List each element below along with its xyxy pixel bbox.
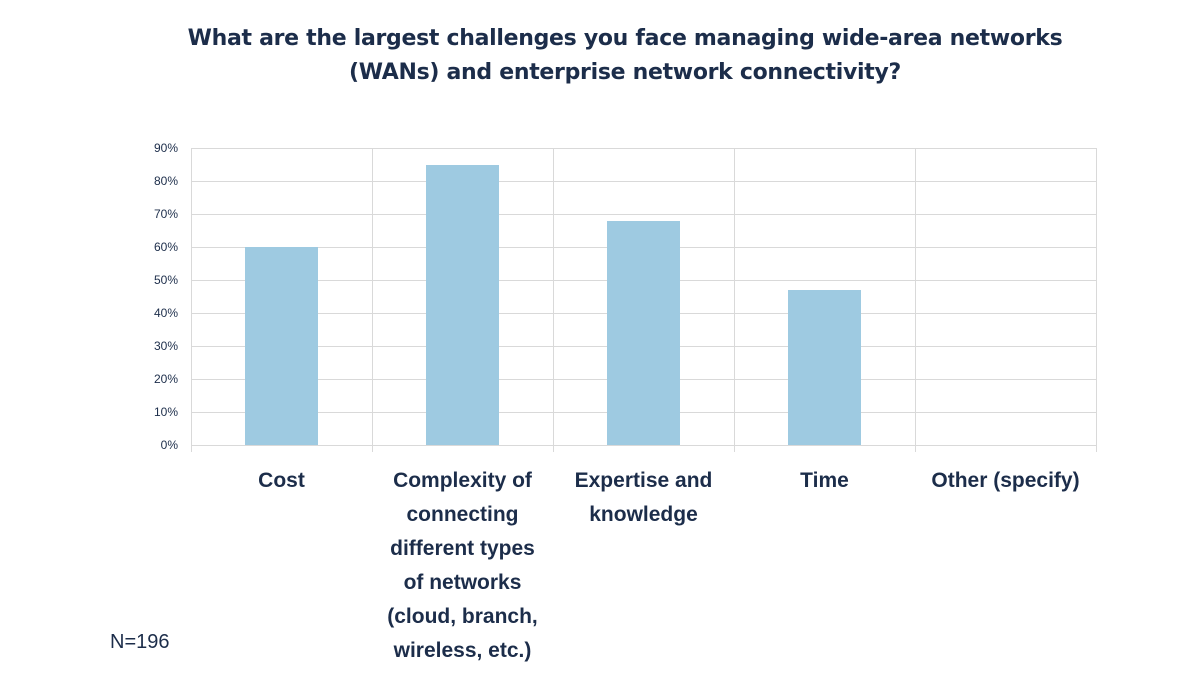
y-tick-label: 50% [153, 273, 178, 287]
x-category-label-line: Time [800, 469, 849, 492]
gridline [191, 445, 1096, 446]
x-category-label: Complexity of connecting different types of… [372, 464, 553, 668]
category-separator [372, 148, 373, 452]
chart-title-line-2: (WANs) and enterprise network connectivi… [349, 60, 901, 85]
category-separator [191, 148, 192, 452]
y-tick-label: 20% [153, 372, 178, 386]
sample-size-note: N=196 [110, 631, 170, 653]
y-tick-label: 0% [160, 438, 178, 452]
y-tick-label: 80% [153, 174, 178, 188]
plot-area [191, 148, 1097, 452]
bar [245, 247, 318, 445]
x-category-label-line: Complexity of [393, 469, 532, 492]
y-tick-label: 60% [153, 240, 178, 254]
x-category-label-line: different types [390, 537, 535, 560]
bar [426, 164, 499, 445]
y-tick-label: 90% [153, 141, 178, 155]
y-tick-label: 30% [153, 339, 178, 353]
y-tick-label: 10% [153, 405, 178, 419]
x-category-label-line: connecting [406, 503, 519, 526]
x-category-label-line: of networks [403, 571, 522, 594]
y-tick-label: 70% [153, 207, 178, 221]
category-separator [915, 148, 916, 452]
y-tick-label: 40% [153, 306, 178, 320]
bar [788, 289, 861, 445]
gridline [191, 148, 1096, 149]
chart-title: What are the largest challenges you face… [0, 22, 1200, 90]
x-category-label-line: Cost [258, 469, 305, 492]
gridline [191, 214, 1096, 215]
category-separator [1096, 148, 1097, 452]
x-category-label: Cost [191, 464, 372, 498]
category-separator [734, 148, 735, 452]
chart-title-line-1: What are the largest challenges you face… [187, 26, 1063, 51]
x-category-label-line: wireless, etc.) [393, 639, 532, 662]
x-category-label-line: knowledge [589, 503, 698, 526]
category-separator [553, 148, 554, 452]
x-category-label-line: Expertise and [574, 469, 713, 492]
gridline [191, 181, 1096, 182]
x-category-label: Other (specify) [915, 464, 1096, 498]
x-category-label-line: (cloud, branch, [387, 605, 538, 628]
x-category-label: Time [734, 464, 915, 498]
bar [607, 220, 680, 445]
x-category-label: Expertise and knowledge [553, 464, 734, 532]
x-category-label-line: Other (specify) [931, 469, 1080, 492]
